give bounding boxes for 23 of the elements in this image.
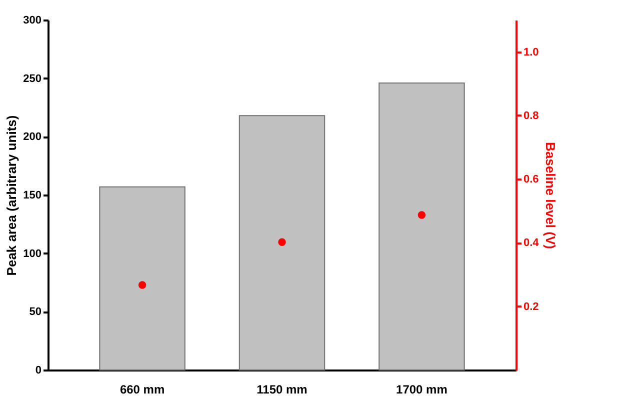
point — [138, 281, 146, 289]
y-axis-title: Peak area (arbitrary units) — [4, 115, 20, 276]
point — [278, 238, 286, 246]
y-tick-label: 250 — [23, 72, 42, 85]
y-tick-label: 50 — [29, 306, 42, 318]
y-tick-label: 200 — [23, 131, 42, 144]
y2-tick-label: 0.2 — [524, 300, 539, 313]
bar — [238, 115, 326, 370]
y2-tick-label: 0.4 — [524, 237, 540, 250]
y-tick-label: 150 — [23, 190, 42, 202]
x-tick-label: 1700 mm — [396, 382, 448, 396]
x-tick-label: 1150 mm — [256, 382, 308, 396]
y2-tick-label: 1.0 — [524, 46, 539, 58]
point — [418, 211, 426, 219]
y2-tick-label: 0.6 — [524, 174, 539, 186]
bar — [378, 82, 465, 370]
y2-axis-title: Baseline level (V) — [542, 142, 558, 249]
y-tick-label: 300 — [23, 14, 42, 26]
x-tick-label: 660 mm — [120, 382, 165, 396]
y-tick-label: 0 — [35, 364, 42, 376]
y-tick-label: 100 — [23, 248, 42, 260]
bar — [99, 186, 186, 370]
y2-tick-label: 0.8 — [524, 110, 539, 122]
